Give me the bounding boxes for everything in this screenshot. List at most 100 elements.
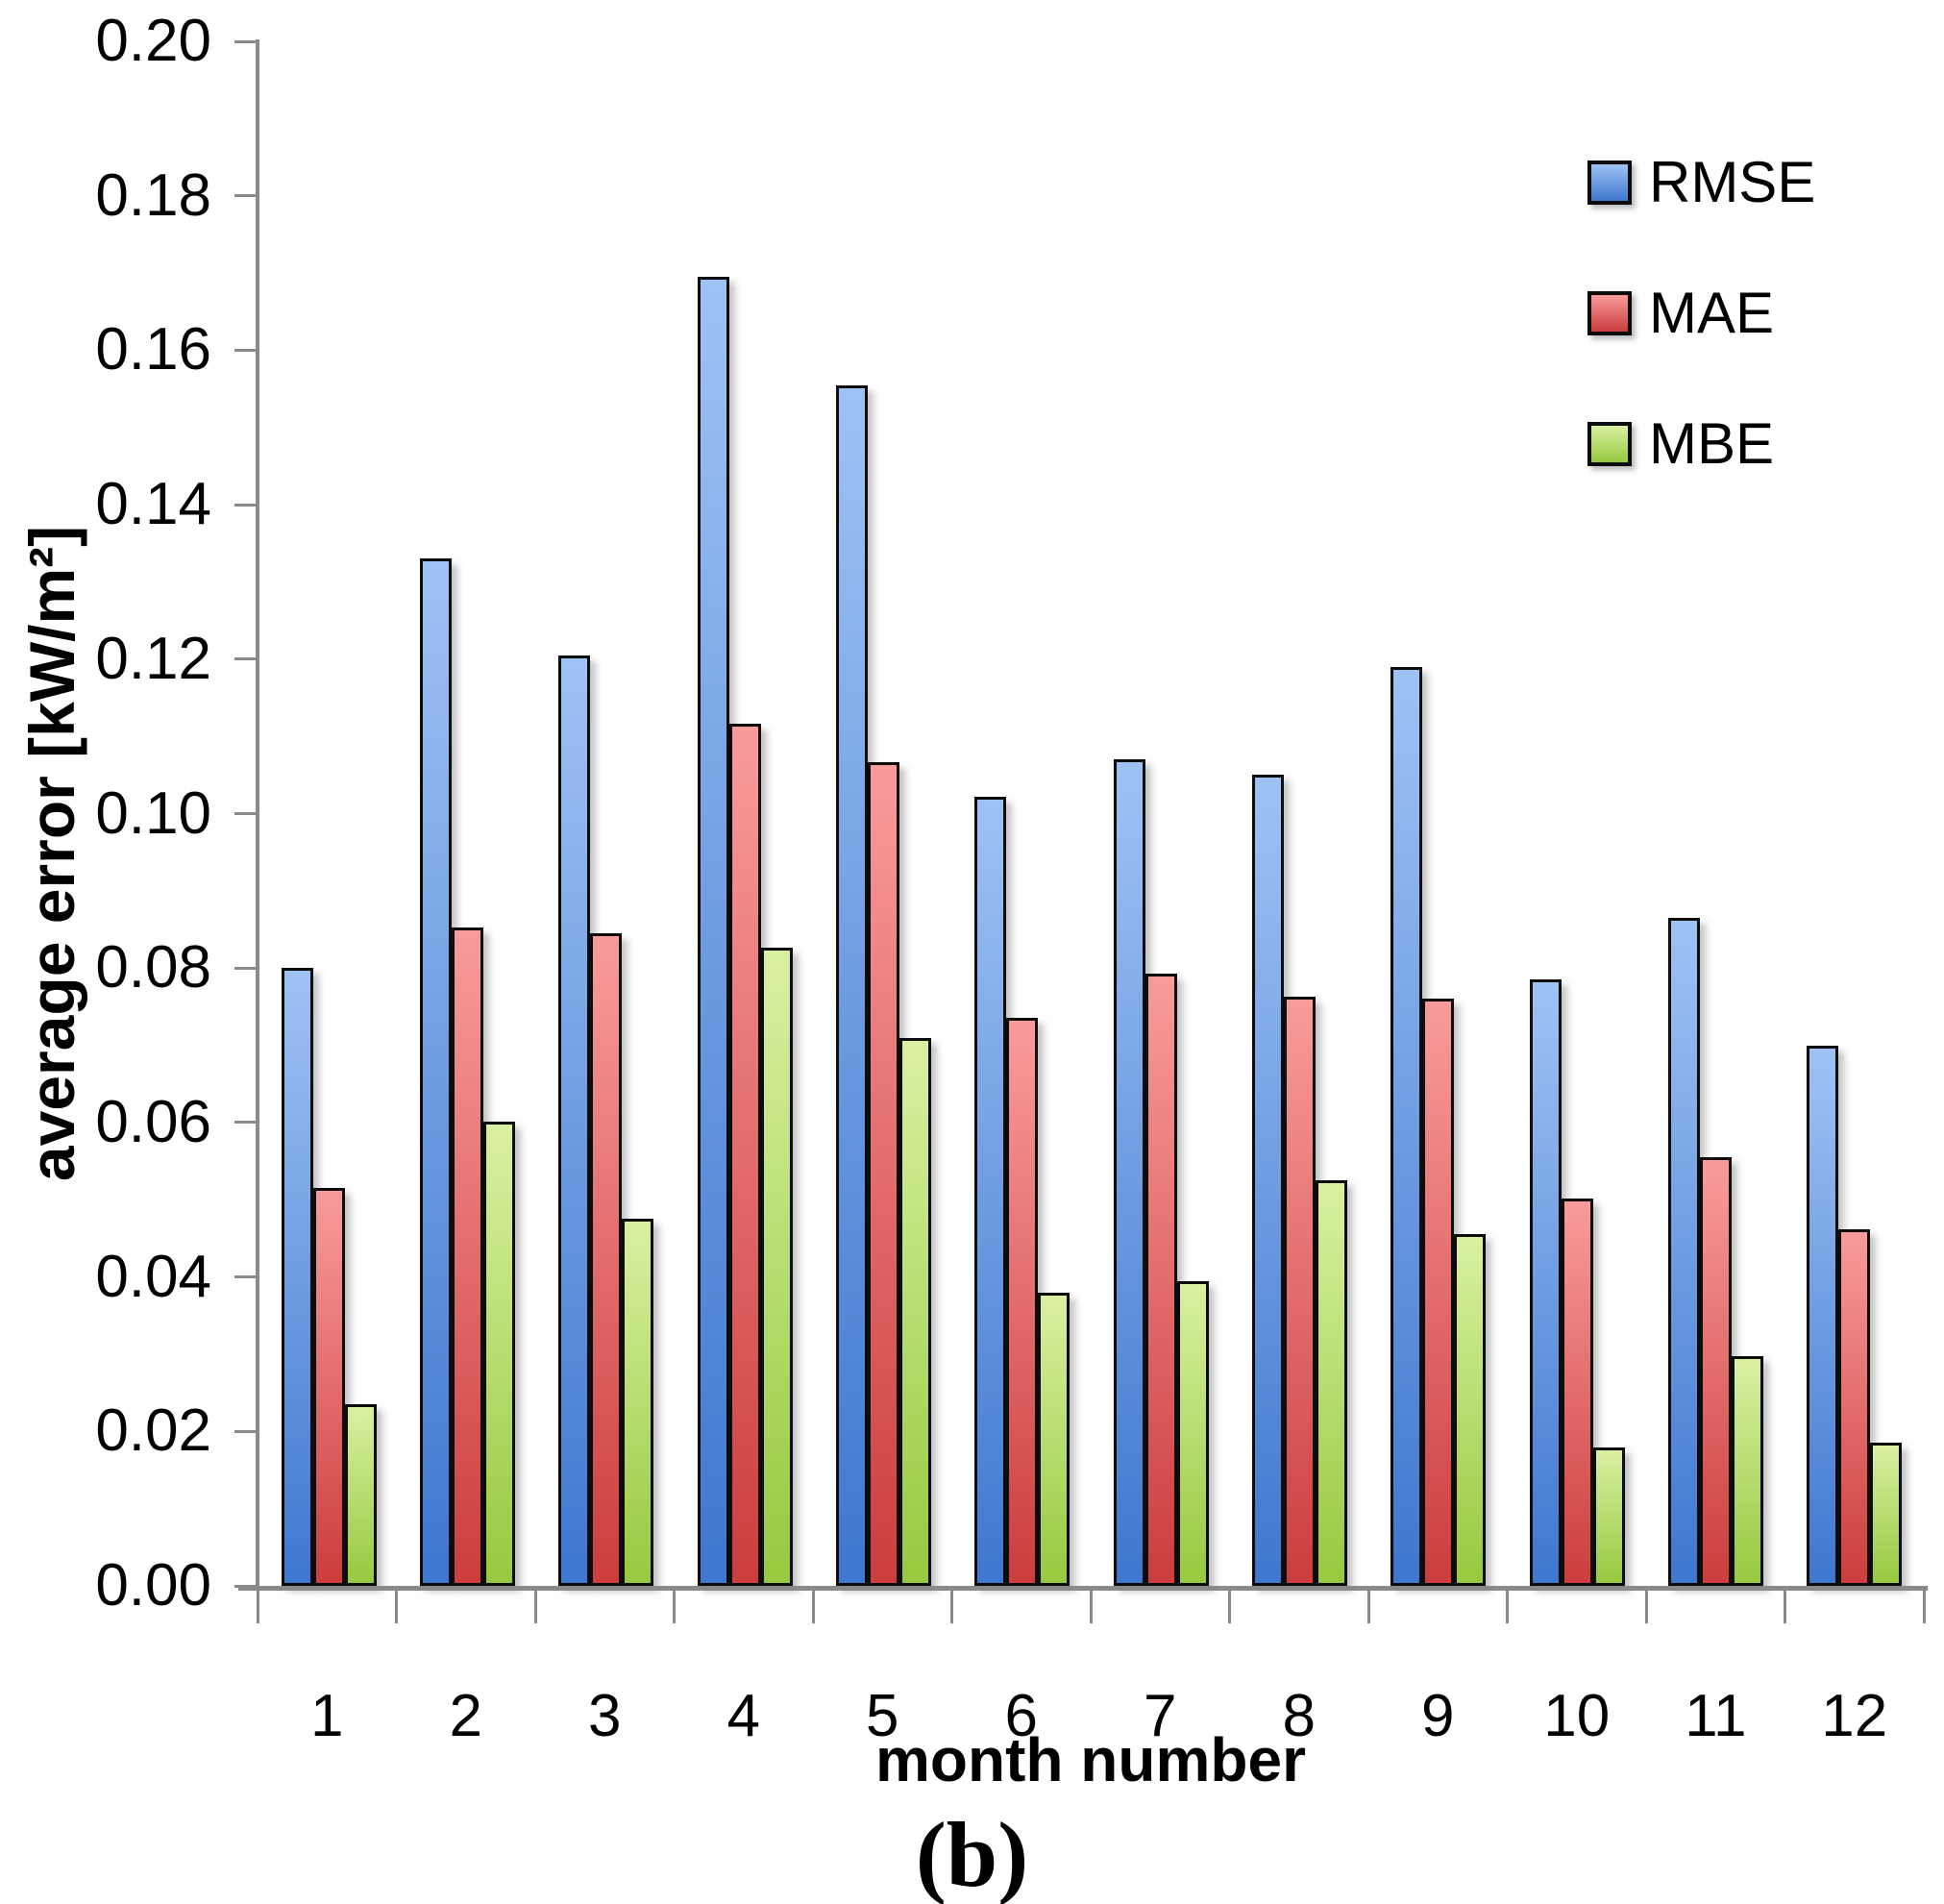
bar-mbe-month-9 [1454, 1234, 1487, 1586]
y-tick-label-0.02: 0.02 [95, 1397, 211, 1465]
y-tick-0.00 [234, 1584, 257, 1588]
bar-rmse-month-4 [697, 277, 729, 1586]
bar-group-month-5 [814, 41, 952, 1586]
y-tick-label-0.20: 0.20 [95, 8, 211, 74]
x-tick-2 [533, 1589, 537, 1623]
y-tick-label-0.08: 0.08 [95, 934, 211, 1001]
y-tick-0.02 [234, 1429, 257, 1433]
bar-group-month-7 [1092, 41, 1230, 1586]
x-tick-9 [1506, 1589, 1509, 1623]
legend-row-mbe: MBE [1587, 415, 1815, 473]
x-axis-title: month number [875, 1725, 1306, 1794]
x-tick-1 [395, 1589, 398, 1623]
bar-mae-month-10 [1561, 1198, 1593, 1586]
legend-label-mbe: MBE [1649, 411, 1775, 476]
bar-mbe-month-8 [1315, 1180, 1347, 1586]
y-tick-0.04 [234, 1275, 257, 1279]
plot-area [259, 41, 1924, 1586]
y-tick-0.20 [234, 39, 257, 43]
x-tick-6 [1089, 1589, 1093, 1623]
legend-row-mae: MAE [1587, 284, 1815, 342]
y-tick-label-0.06: 0.06 [95, 1088, 211, 1155]
x-axis-line [238, 1586, 1928, 1591]
bar-mbe-month-2 [482, 1122, 515, 1586]
x-tick-0 [256, 1589, 259, 1623]
bar-mae-month-5 [867, 762, 899, 1586]
y-tick-0.06 [234, 1121, 257, 1125]
bar-mbe-month-5 [898, 1037, 931, 1586]
bar-mae-month-9 [1422, 999, 1455, 1586]
bar-group-month-3 [537, 41, 676, 1586]
y-tick-0.08 [234, 966, 257, 970]
x-tick-5 [950, 1589, 953, 1623]
x-tick-12 [1922, 1589, 1926, 1623]
bar-rmse-month-12 [1807, 1045, 1839, 1586]
y-axis-line [256, 39, 259, 1589]
y-tick-label-0.10: 0.10 [95, 779, 211, 847]
bar-mbe-month-3 [622, 1218, 654, 1586]
y-tick-0.10 [234, 812, 257, 815]
bar-rmse-month-8 [1251, 774, 1284, 1586]
bar-mae-month-7 [1144, 973, 1177, 1586]
bar-group-month-12 [1785, 41, 1924, 1586]
bar-mbe-month-12 [1870, 1443, 1903, 1586]
bar-group-month-2 [398, 41, 536, 1586]
bar-mbe-month-4 [760, 948, 793, 1586]
bar-rmse-month-6 [974, 796, 1007, 1586]
y-tick-label-0.12: 0.12 [95, 625, 211, 692]
y-axis-title: average error [kW/m²] [16, 525, 87, 1182]
x-tick-10 [1644, 1589, 1648, 1623]
y-tick-label-0.04: 0.04 [95, 1243, 211, 1310]
bar-mae-month-3 [590, 933, 623, 1586]
legend-swatch-rmse [1587, 161, 1632, 205]
bar-mae-month-6 [1006, 1018, 1039, 1586]
x-label-month-9: 9 [1421, 1683, 1455, 1749]
x-label-month-2: 2 [449, 1683, 482, 1749]
bar-group-month-11 [1646, 41, 1784, 1586]
bar-group-month-10 [1508, 41, 1646, 1586]
bar-group-month-8 [1230, 41, 1368, 1586]
legend: RMSE MAE MBE [1587, 154, 1815, 546]
bar-mae-month-4 [728, 723, 761, 1586]
y-tick-label-0.18: 0.18 [95, 161, 211, 229]
bar-mbe-month-11 [1731, 1355, 1763, 1586]
bar-mbe-month-7 [1176, 1281, 1209, 1586]
bar-rmse-month-5 [835, 384, 868, 1586]
y-tick-label-0.14: 0.14 [95, 471, 211, 538]
y-tick-label-0.16: 0.16 [95, 316, 211, 383]
bar-group-month-6 [953, 41, 1092, 1586]
bar-rmse-month-3 [558, 655, 591, 1586]
bar-rmse-month-2 [419, 558, 452, 1586]
bar-rmse-month-1 [281, 968, 313, 1586]
bar-rmse-month-10 [1529, 979, 1562, 1586]
legend-row-rmse: RMSE [1587, 154, 1815, 211]
bar-group-month-9 [1369, 41, 1508, 1586]
y-tick-0.18 [234, 194, 257, 198]
x-label-month-6: 6 [1004, 1683, 1038, 1749]
x-label-month-11: 11 [1685, 1683, 1747, 1749]
legend-swatch-mbe [1587, 422, 1632, 466]
x-label-month-8: 8 [1282, 1683, 1316, 1749]
bar-mae-month-8 [1283, 996, 1316, 1586]
bar-mae-month-12 [1838, 1228, 1871, 1586]
x-label-month-5: 5 [866, 1683, 899, 1749]
legend-swatch-mae [1587, 291, 1632, 335]
bar-mae-month-2 [451, 927, 483, 1586]
legend-label-rmse: RMSE [1649, 150, 1816, 214]
x-tick-7 [1228, 1589, 1231, 1623]
y-tick-label-0.00: 0.00 [95, 1552, 211, 1619]
x-tick-4 [811, 1589, 815, 1623]
figure-caption: (b) [915, 1803, 1029, 1904]
x-tick-8 [1366, 1589, 1370, 1623]
x-tick-3 [673, 1589, 676, 1623]
x-label-month-4: 4 [726, 1683, 760, 1749]
x-label-month-12: 12 [1821, 1683, 1888, 1749]
x-label-month-10: 10 [1543, 1683, 1611, 1749]
bar-rmse-month-9 [1390, 666, 1423, 1586]
bar-mbe-month-10 [1592, 1447, 1625, 1586]
x-tick-11 [1784, 1589, 1786, 1623]
bar-mae-month-1 [312, 1188, 345, 1586]
bar-rmse-month-11 [1667, 917, 1700, 1586]
x-label-month-1: 1 [310, 1683, 344, 1749]
